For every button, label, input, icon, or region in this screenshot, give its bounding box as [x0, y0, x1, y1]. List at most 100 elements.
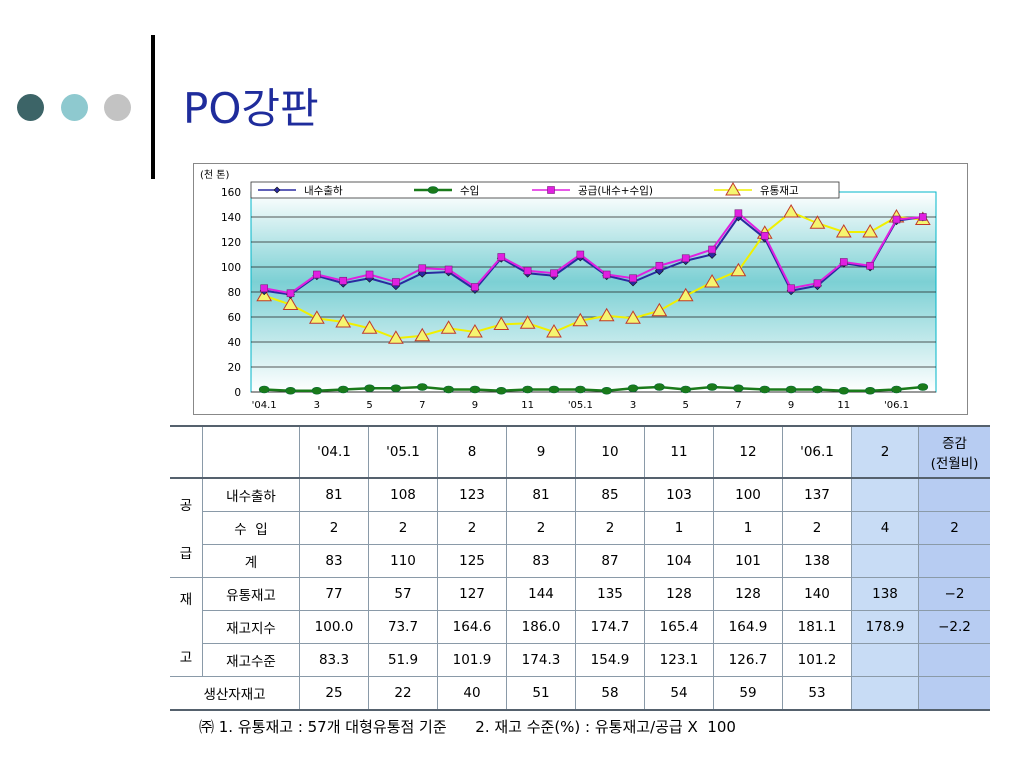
data-point-circle [601, 386, 612, 395]
table-cell: 81 [299, 477, 369, 512]
series-2 [260, 209, 927, 298]
table-cell-delta: −2.2 [918, 610, 990, 644]
data-point-circle [311, 386, 323, 395]
table-cell: 123 [437, 477, 507, 512]
table-cell: 1 [713, 511, 783, 545]
table-cell: 104 [644, 544, 714, 578]
data-point-circle [337, 385, 349, 394]
x-tick-label: 5 [366, 400, 372, 411]
data-point-circle [891, 385, 902, 394]
data-point-circle [416, 383, 428, 391]
data-point-circle [427, 186, 439, 194]
table-cell: 140 [782, 577, 852, 611]
row-label: 재고수준 [202, 643, 300, 677]
data-point-square [339, 276, 348, 285]
row-label: 수 입 [202, 511, 300, 545]
y-tick-label: 20 [228, 362, 241, 374]
legend-label: 내수출하 [304, 184, 343, 197]
data-point-square [813, 279, 822, 288]
x-tick-label: '05.1 [568, 400, 593, 411]
table-cell: 101.2 [782, 643, 852, 677]
decor-dot-1 [17, 94, 44, 121]
table-cell: 154.9 [575, 643, 645, 677]
header-cell: 10 [575, 425, 645, 479]
header-cell: '05.1 [368, 425, 438, 479]
header-cell: 12 [713, 425, 783, 479]
header-cell: '04.1 [299, 425, 369, 479]
data-point-circle [785, 385, 797, 394]
row-label: 계 [202, 544, 300, 578]
y-tick-label: 80 [228, 287, 241, 299]
data-point-square [471, 283, 479, 291]
data-point-circle [706, 383, 718, 391]
x-tick-label: 11 [837, 400, 850, 411]
group-label: 재 [179, 592, 193, 608]
table-cell-feb [851, 643, 919, 677]
table-row: 재고수준 83.3 51.9 101.9 174.3 154.9 123.1 126.7 101… [170, 643, 990, 677]
y-tick-label: 60 [228, 312, 241, 324]
table-cell: 51.9 [368, 643, 438, 677]
table-cell-delta [918, 544, 990, 578]
header-cell [202, 425, 300, 479]
row-label: 유통재고 [202, 577, 300, 611]
table-cell: 51 [506, 676, 576, 711]
table-cell: 138 [782, 544, 852, 578]
table-cell: 100.0 [299, 610, 369, 644]
data-table: '04.1 '05.1 8 9 10 11 12 '06.1 2 증감 (전월비… [170, 425, 990, 711]
table-cell-feb [851, 544, 919, 578]
y-tick-label: 160 [221, 187, 241, 199]
data-point-circle [443, 385, 454, 394]
y-tick-label: 100 [221, 262, 241, 274]
data-point-triangle [783, 204, 799, 218]
table-cell: 174.7 [575, 610, 645, 644]
footnote: ㈜ 1. 유통재고 : 57개 대형유통점 기준 2. 재고 수준(%) : 유… [199, 718, 736, 736]
data-point-triangle [572, 312, 589, 327]
x-tick-label: 7 [419, 400, 425, 411]
table-cell: 73.7 [368, 610, 438, 644]
data-point-triangle [414, 327, 431, 342]
data-point-triangle [835, 224, 852, 238]
table-cell-delta [918, 676, 990, 711]
group-label: 급 [179, 546, 193, 562]
data-point-triangle [677, 287, 694, 302]
data-point-square [760, 231, 769, 240]
table-row: 계 83 110 125 83 87 104 101 138 [170, 544, 990, 578]
x-tick-label: 3 [630, 400, 636, 411]
table-row: 재 고 유통재고 77 57 127 144 135 128 128 140 138 −2 [170, 577, 990, 677]
table-cell: 40 [437, 676, 507, 711]
table-cell: 144 [506, 577, 576, 611]
header-cell: '06.1 [782, 425, 852, 479]
data-point-square [523, 266, 532, 275]
data-point-square [550, 269, 558, 278]
table-cell: 87 [575, 544, 645, 578]
table-cell: 101.9 [437, 643, 507, 677]
header-delta-line2: (전월비) [930, 456, 979, 472]
data-point-square [681, 254, 690, 263]
y-tick-label: 40 [228, 337, 241, 349]
table-row: 재고지수 100.0 73.7 164.6 186.0 174.7 165.4 164.9 18… [170, 610, 990, 644]
table-cell: 181.1 [782, 610, 852, 644]
table-cell: 101 [713, 544, 783, 578]
data-point-circle [258, 385, 270, 394]
data-point-circle [864, 386, 876, 395]
table-cell: 103 [644, 477, 714, 512]
y-tick-label: 140 [221, 212, 241, 224]
data-point-circle [759, 385, 771, 394]
data-point-square [602, 270, 611, 279]
table-cell: 126.7 [713, 643, 783, 677]
row-label: 생산자재고 [170, 676, 300, 711]
table-cell: 108 [368, 477, 438, 512]
y-tick-label: 120 [221, 237, 241, 249]
table-cell: 59 [713, 676, 783, 711]
data-point-triangle [862, 224, 879, 238]
table-cell: 125 [437, 544, 507, 578]
table-cell: 135 [575, 577, 645, 611]
data-point-square [708, 245, 716, 254]
x-tick-label: 11 [521, 400, 534, 411]
table-cell: 1 [644, 511, 714, 545]
slide-title: PO강판 [183, 84, 319, 133]
table-cell: 83.3 [299, 643, 369, 677]
data-point-square [734, 209, 743, 218]
x-tick-label: '04.1 [252, 400, 277, 411]
